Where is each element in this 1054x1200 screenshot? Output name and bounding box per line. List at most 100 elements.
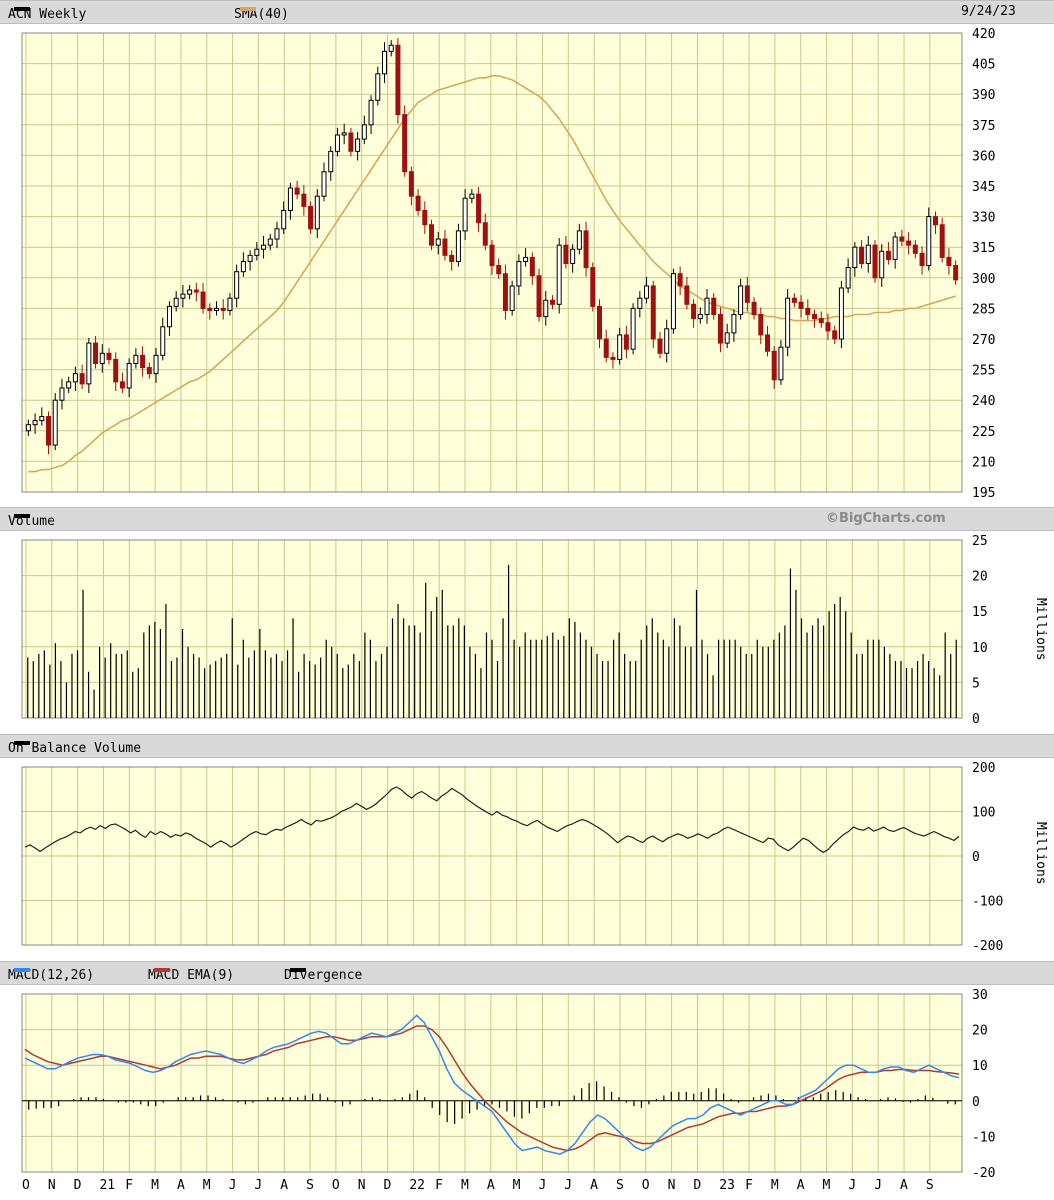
xtick-22: A — [590, 1178, 598, 1193]
price-candle — [704, 297, 710, 316]
price-candle — [603, 338, 609, 358]
xtick-3: 21 — [99, 1178, 115, 1193]
price-candle — [576, 230, 582, 250]
price-candle — [939, 224, 945, 258]
price-candle — [778, 346, 784, 381]
price-candle — [832, 330, 838, 340]
price-candle — [657, 338, 663, 354]
price-candle — [66, 381, 72, 389]
volume-ytick-5: 25 — [972, 534, 988, 549]
price-candle — [845, 267, 851, 289]
price-candle — [59, 387, 65, 401]
price-candle — [570, 248, 576, 265]
price-candle — [79, 373, 85, 385]
price-candle — [187, 289, 193, 295]
price-candle — [348, 132, 354, 152]
xtick-24: O — [642, 1178, 650, 1193]
price-candle — [597, 305, 603, 340]
price-header-date: 9/24/23 — [961, 4, 1016, 19]
price-candle — [717, 314, 723, 344]
price-candle — [455, 230, 461, 262]
price-candle — [321, 171, 327, 197]
price-candle — [630, 307, 636, 350]
price-candle — [664, 328, 670, 354]
price-candle — [536, 275, 542, 318]
price-candle — [899, 236, 905, 242]
price-candle — [86, 342, 92, 385]
price-candle — [805, 307, 811, 316]
price-candle — [193, 289, 199, 293]
price-candle — [637, 297, 643, 309]
price-candle — [341, 132, 347, 136]
price-candle — [758, 314, 764, 336]
bigcharts-watermark: ©BigCharts.com — [826, 511, 946, 526]
price-candle — [39, 416, 45, 422]
macd-plot-area — [21, 993, 963, 1173]
macd-line — [24, 1014, 960, 1155]
price-ytick-4: 255 — [972, 364, 995, 379]
xtick-34: A — [900, 1178, 908, 1193]
price-candle — [919, 252, 925, 267]
price-candle — [502, 273, 508, 311]
price-candle — [476, 193, 482, 224]
price-candle — [852, 246, 858, 269]
price-candle — [617, 334, 623, 360]
obv-frame — [21, 766, 963, 946]
price-candle — [207, 307, 213, 311]
price-header: ACN Weekly SMA(40) 9/24/23 — [0, 0, 1054, 24]
price-candle — [301, 193, 307, 207]
price-candle — [140, 354, 146, 369]
price-candle — [119, 381, 125, 389]
price-candle — [93, 342, 99, 364]
price-candle — [549, 299, 555, 305]
price-candle — [556, 244, 562, 305]
price-candle — [879, 250, 885, 279]
price-ytick-2: 225 — [972, 425, 995, 440]
price-ytick-13: 390 — [972, 88, 995, 103]
price-candle — [812, 314, 818, 320]
xtick-33: J — [874, 1178, 882, 1193]
xtick-23: S — [616, 1178, 624, 1193]
price-candle — [261, 244, 267, 250]
price-ytick-9: 330 — [972, 211, 995, 226]
price-candle — [711, 297, 717, 316]
price-candle — [99, 352, 105, 364]
price-candle — [375, 73, 381, 101]
xtick-19: M — [513, 1178, 521, 1193]
price-candle — [133, 354, 139, 364]
macd-ytick-3: 10 — [972, 1059, 988, 1074]
price-candle — [623, 334, 629, 350]
xtick-14: D — [384, 1178, 392, 1193]
obv-ytick-3: 100 — [972, 806, 995, 821]
price-candle — [946, 256, 952, 267]
price-candle — [334, 134, 340, 152]
price-candle — [764, 334, 770, 352]
price-candle — [173, 297, 179, 307]
xtick-31: M — [823, 1178, 831, 1193]
price-candle — [865, 244, 871, 265]
price-ytick-0: 195 — [972, 486, 995, 501]
price-candle — [953, 265, 959, 281]
price-candle — [314, 195, 320, 230]
obv-ytick-1: -100 — [972, 895, 1003, 910]
price-candle — [395, 44, 401, 116]
price-candle — [355, 138, 361, 152]
macd-frame — [21, 993, 963, 1173]
xtick-17: M — [461, 1178, 469, 1193]
price-candle — [429, 224, 435, 246]
price-candle — [496, 265, 502, 275]
price-candle — [25, 424, 31, 432]
price-candle — [724, 332, 730, 344]
price-candle — [738, 285, 744, 316]
xtick-12: O — [332, 1178, 340, 1193]
price-candle — [368, 99, 374, 126]
price-candle — [153, 354, 159, 375]
volume-ytick-4: 20 — [972, 570, 988, 585]
price-ytick-12: 375 — [972, 119, 995, 134]
xtick-15: 22 — [409, 1178, 425, 1193]
price-ytick-11: 360 — [972, 149, 995, 164]
price-candle — [563, 244, 569, 265]
price-candle — [691, 303, 697, 320]
macd-ytick-2: 0 — [972, 1095, 980, 1110]
